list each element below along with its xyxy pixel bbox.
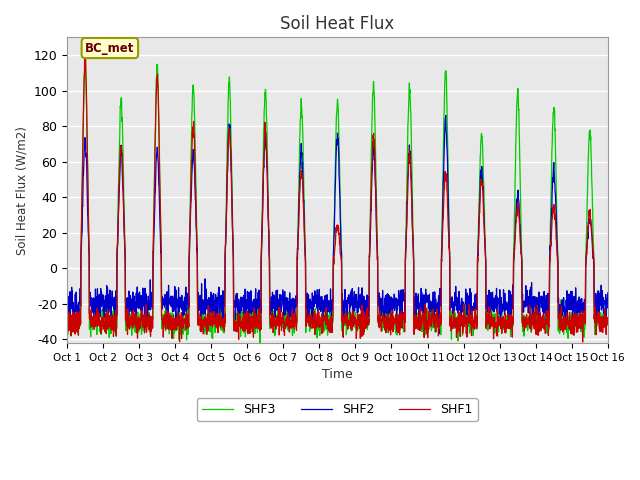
SHF2 bbox=[214, 303, 221, 309]
SHF3 bbox=[557, 319, 564, 324]
SHF1 bbox=[495, 315, 502, 321]
SHF2 bbox=[604, 290, 612, 296]
SHF2 bbox=[365, 300, 372, 306]
Title: Soil Heat Flux: Soil Heat Flux bbox=[280, 15, 394, 33]
SHF1 bbox=[365, 317, 372, 323]
SHF3 bbox=[365, 322, 373, 327]
SHF2 bbox=[572, 304, 579, 310]
SHF1 bbox=[579, 339, 586, 345]
SHF1 bbox=[353, 318, 361, 324]
SHF3 bbox=[604, 320, 612, 325]
X-axis label: Time: Time bbox=[322, 368, 353, 381]
SHF3 bbox=[495, 320, 502, 325]
Line: SHF3: SHF3 bbox=[67, 64, 608, 343]
Text: BC_met: BC_met bbox=[85, 42, 134, 55]
SHF1 bbox=[572, 319, 579, 324]
SHF1 bbox=[556, 314, 564, 320]
SHF3 bbox=[81, 61, 89, 67]
SHF2 bbox=[557, 318, 564, 324]
SHF1 bbox=[63, 304, 71, 310]
Y-axis label: Soil Heat Flux (W/m2): Soil Heat Flux (W/m2) bbox=[15, 126, 28, 254]
SHF1 bbox=[604, 322, 612, 328]
SHF3 bbox=[572, 319, 579, 324]
Line: SHF2: SHF2 bbox=[67, 115, 608, 333]
Line: SHF1: SHF1 bbox=[67, 54, 608, 342]
SHF1 bbox=[214, 326, 222, 332]
SHF2 bbox=[63, 293, 71, 299]
SHF1 bbox=[81, 51, 88, 57]
SHF2 bbox=[495, 295, 502, 301]
Legend: SHF3, SHF2, SHF1: SHF3, SHF2, SHF1 bbox=[197, 398, 478, 421]
SHF2 bbox=[435, 330, 443, 336]
SHF3 bbox=[353, 322, 361, 327]
SHF2 bbox=[442, 112, 449, 118]
SHF2 bbox=[353, 305, 361, 311]
SHF3 bbox=[63, 317, 71, 323]
SHF3 bbox=[256, 340, 264, 346]
SHF3 bbox=[214, 330, 222, 336]
